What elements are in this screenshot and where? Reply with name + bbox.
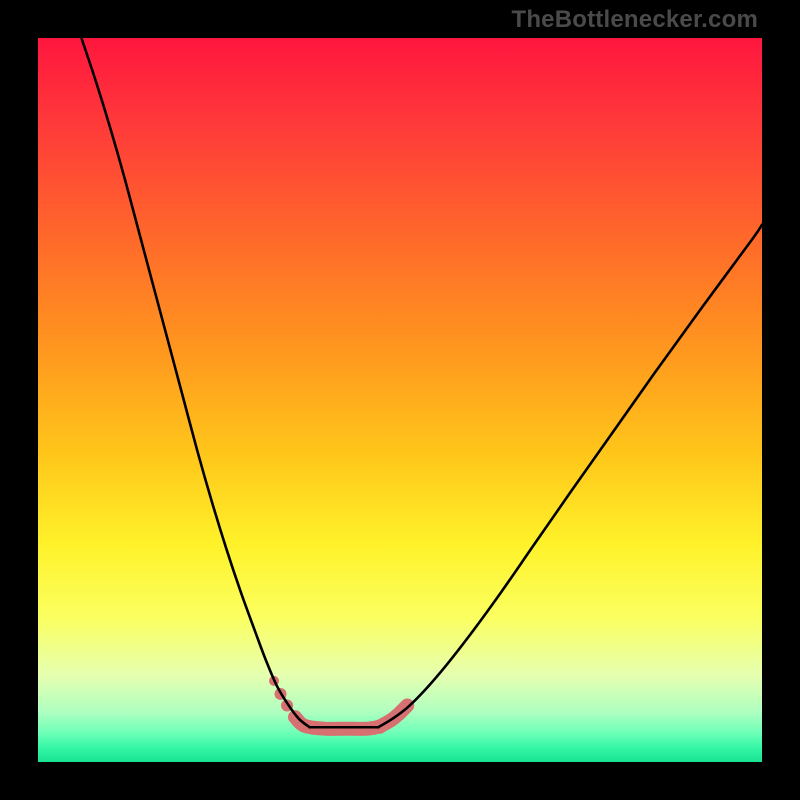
curve-left <box>81 38 309 727</box>
plot-area <box>38 38 762 762</box>
frame-left <box>0 0 38 800</box>
watermark-text: TheBottlenecker.com <box>511 6 758 34</box>
frame-bottom <box>0 762 800 800</box>
bottleneck-curve <box>38 38 762 762</box>
frame-right <box>762 0 800 800</box>
marker-band <box>295 706 407 729</box>
curve-right <box>378 225 762 727</box>
